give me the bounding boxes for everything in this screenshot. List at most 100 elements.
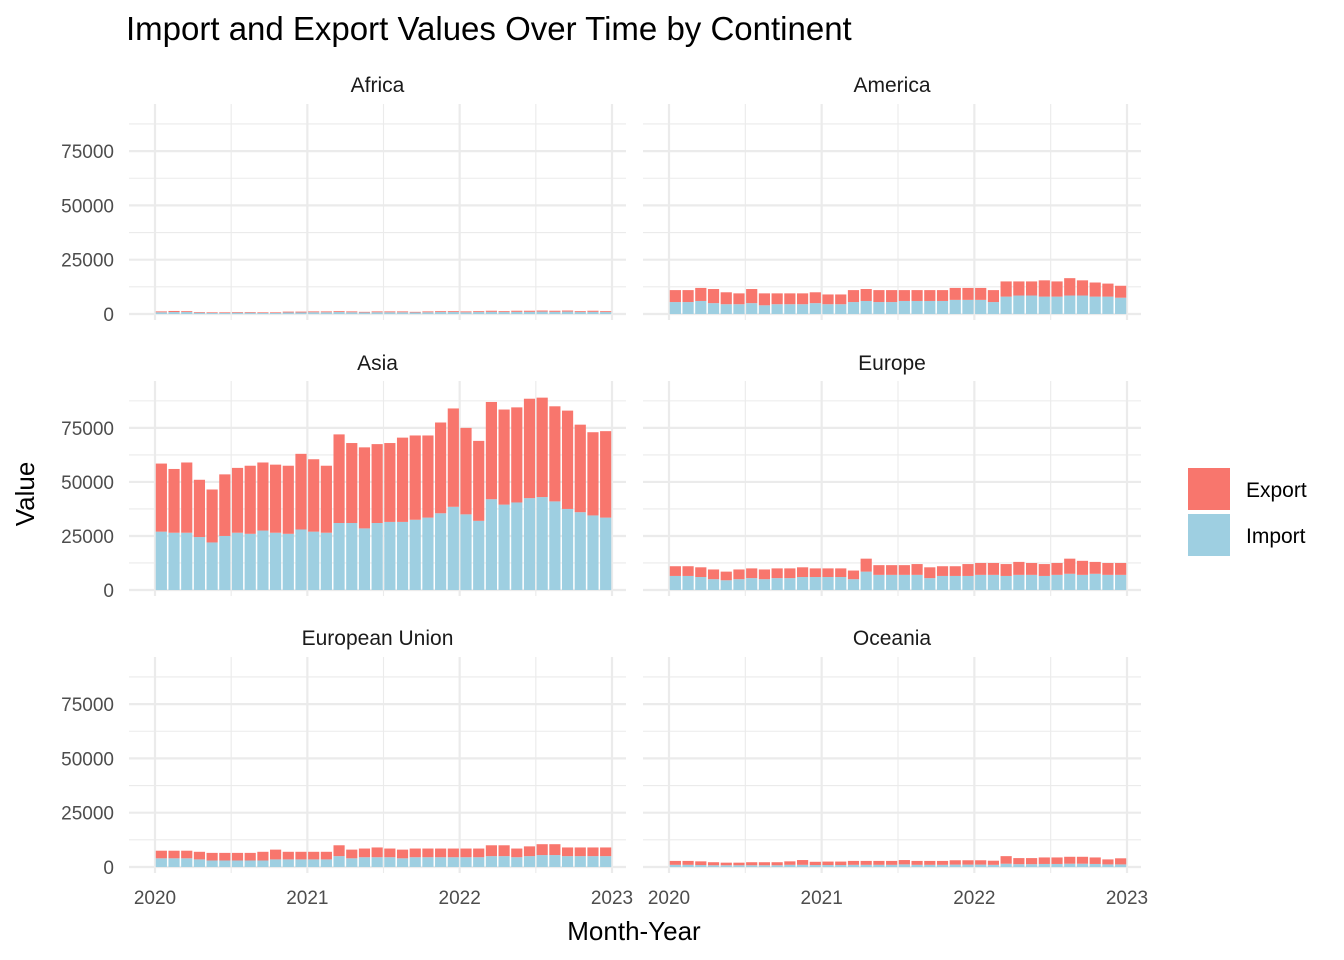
bar-export [282,465,294,534]
bar-export [936,290,949,301]
bar-import [835,865,847,867]
bar-export [898,860,910,865]
bar-export [219,474,231,536]
bar-import [1089,296,1101,314]
y-tick-label: 0 [103,858,114,879]
bar-export [384,848,396,858]
legend-key-export [1188,468,1230,510]
bar-export [936,860,949,865]
bar-import [911,300,923,314]
bar-export [1089,561,1101,574]
bar-import [1064,295,1076,314]
y-tick-label: 50000 [61,749,114,770]
bar-import [244,312,256,314]
bar-export [733,569,745,580]
bar-export [193,851,206,860]
bar-export [669,566,681,576]
bar-export [1115,858,1127,865]
bar-import [987,864,1000,867]
bar-import [873,574,885,590]
bar-export [682,566,694,576]
bar-export [1064,856,1076,864]
bar-import [396,521,409,590]
panel-asia: Asia 0 25000 50000 75000 [61,352,626,602]
bar-import [860,300,872,314]
bar-export [155,463,167,532]
bar-export [1000,564,1012,576]
bar-export [1115,285,1127,298]
bar-export [924,567,936,579]
bar-import [473,857,485,867]
bar-import [669,575,681,590]
bar-export [435,311,447,313]
facet-panels: Africa 0 25000 50000 75000 America Asia 0 25000 5… [61,74,1148,909]
bar-export [244,312,256,313]
x-tick-label: 2021 [801,888,843,909]
chart-title: Import and Export Values Over Time by Co… [126,10,852,47]
bar-import [536,855,548,867]
bar-export [498,409,510,505]
bar-import [511,502,523,590]
bar-export [257,851,269,861]
bar-export [498,311,510,313]
bar-export [257,312,269,313]
bar-import [1102,574,1114,590]
bar-import [809,303,821,314]
bar-import [1102,864,1114,867]
bar-import [835,577,847,590]
x-tick-label: 2022 [953,888,995,909]
bar-export [181,850,193,859]
bar-import [574,512,586,590]
x-tick-label: 2020 [134,888,176,909]
bar-export [784,293,796,305]
bar-import [270,859,282,867]
panel-america: America [643,74,1141,320]
bar-export [924,290,936,301]
bar-export [333,434,345,523]
bar-import [498,856,510,867]
bar-export [244,465,256,534]
bar-import [847,302,860,314]
bar-export [886,290,898,303]
bar-import [587,311,599,314]
bar-export [257,462,269,531]
bar-import [498,312,510,314]
bar-import [771,304,783,314]
bar-import [809,577,821,590]
bar-import [860,571,872,590]
bar-import [733,865,745,867]
bar-export [771,293,783,305]
bar-export [422,311,434,313]
bar-export [460,427,472,515]
bar-export [536,844,548,856]
bar-import [720,580,732,590]
bar-export [536,310,548,312]
bar-export [320,311,332,313]
bar-import [244,533,256,590]
bar-import [1025,295,1038,314]
bar-export [574,424,586,513]
bar-export [758,569,771,580]
bar-export [720,571,732,581]
bar-export [809,861,821,866]
bar-export [1051,857,1063,864]
facet-strip-label: Europe [858,352,926,375]
bar-export [873,565,885,575]
bar-export [835,568,847,578]
bar-import [758,305,771,314]
bar-export [924,860,936,865]
bar-import [1013,295,1025,314]
bar-import [886,864,898,867]
bar-export [1038,857,1050,864]
bar-import [346,523,358,590]
bar-export [549,310,561,312]
bar-import [549,311,561,314]
bar-export [485,310,497,312]
bar-export [181,462,193,533]
bar-export [911,564,923,575]
bar-import [270,312,282,314]
bar-import [771,865,783,867]
bar-import [333,312,345,314]
bar-export [371,847,383,858]
bar-export [987,562,1000,575]
